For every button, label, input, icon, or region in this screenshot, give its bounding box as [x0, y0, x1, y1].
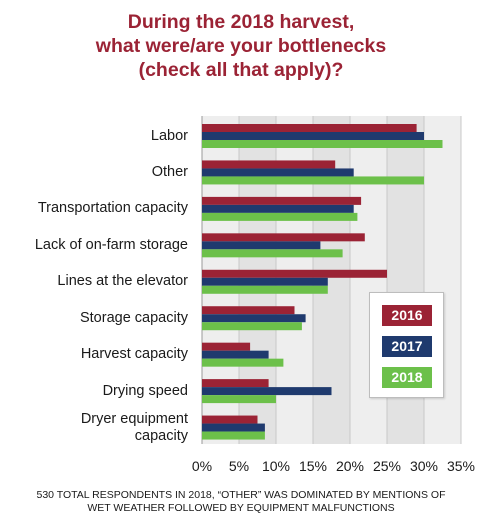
bar-2018-1 — [202, 176, 424, 185]
x-tick-label: 25% — [372, 458, 402, 474]
category-label: Harvest capacity — [0, 346, 188, 363]
chart-footnote: 530 TOTAL RESPONDENTS IN 2018, “OTHER” W… — [0, 489, 482, 515]
category-label-line: capacity — [134, 427, 188, 444]
category-label-line: Other — [151, 163, 188, 180]
category-label-line: Storage capacity — [79, 309, 188, 326]
category-label: Labor — [0, 128, 188, 145]
bar-2016-1 — [202, 160, 336, 169]
category-label: Transportation capacity — [0, 200, 188, 217]
x-tick-label: 5% — [228, 458, 250, 474]
bar-2017-4 — [202, 277, 328, 286]
chart-title: During the 2018 harvest, what were/are y… — [0, 10, 482, 82]
category-label: Dryer equipment capacity — [0, 411, 188, 445]
category-label: Lack of on-farm storage — [0, 237, 188, 254]
x-tick-label: 35% — [446, 458, 476, 474]
category-label-line: Harvest capacity — [80, 346, 188, 363]
bar-2017-3 — [202, 241, 321, 250]
bar-2017-7 — [202, 387, 332, 396]
bar-2017-2 — [202, 204, 354, 213]
chart-title-line-2: what were/are your bottlenecks — [95, 35, 387, 57]
category-label: Drying speed — [0, 383, 188, 400]
bar-2018-3 — [202, 249, 343, 258]
chart-title-line-3: (check all that apply)? — [138, 59, 344, 81]
bar-2017-0 — [202, 132, 424, 140]
category-label: Lines at the elevator — [0, 273, 188, 290]
x-tick-label: 15% — [298, 458, 328, 474]
category-label: Storage capacity — [0, 310, 188, 327]
chart-title-line-1: During the 2018 harvest, — [127, 11, 355, 33]
bar-2017-5 — [202, 314, 306, 323]
x-tick-label: 30% — [409, 458, 439, 474]
bar-2016-4 — [202, 269, 387, 278]
bar-2016-3 — [202, 233, 365, 242]
category-label: Other — [0, 164, 188, 181]
legend-item-2017: 2017 — [382, 336, 432, 357]
bar-2016-0 — [202, 124, 417, 132]
bar-2018-0 — [202, 140, 443, 148]
category-label-line: Lines at the elevator — [57, 273, 188, 290]
bar-2018-2 — [202, 212, 358, 221]
bar-2018-5 — [202, 322, 302, 331]
bar-2017-1 — [202, 168, 354, 177]
bar-2018-8 — [202, 431, 265, 440]
category-label-line: Lack of on-farm storage — [34, 236, 188, 253]
bar-2018-7 — [202, 395, 276, 404]
legend-item-2018: 2018 — [382, 367, 432, 388]
x-tick-label: 10% — [261, 458, 291, 474]
category-label-line: Dryer equipment — [80, 410, 188, 427]
bar-2017-6 — [202, 350, 269, 359]
category-label-line: Labor — [150, 127, 188, 144]
chart-legend: 2016 2017 2018 — [369, 292, 444, 398]
x-tick-label: 0% — [191, 458, 213, 474]
bar-2016-7 — [202, 379, 269, 388]
legend-item-2016: 2016 — [382, 305, 432, 326]
bar-2016-8 — [202, 415, 258, 424]
category-label-line: Drying speed — [102, 382, 188, 399]
x-tick-label: 20% — [335, 458, 365, 474]
bar-2018-6 — [202, 358, 284, 367]
bar-2016-5 — [202, 306, 295, 315]
bar-2016-2 — [202, 196, 362, 205]
footnote-line-2: WET WEATHER FOLLOWED BY EQUIPMENT MALFUN… — [87, 502, 395, 514]
bar-2018-4 — [202, 285, 328, 294]
bar-2016-6 — [202, 342, 251, 351]
bar-2017-8 — [202, 423, 265, 432]
category-label-line: Transportation capacity — [37, 200, 188, 217]
footnote-line-1: 530 TOTAL RESPONDENTS IN 2018, “OTHER” W… — [36, 489, 446, 501]
